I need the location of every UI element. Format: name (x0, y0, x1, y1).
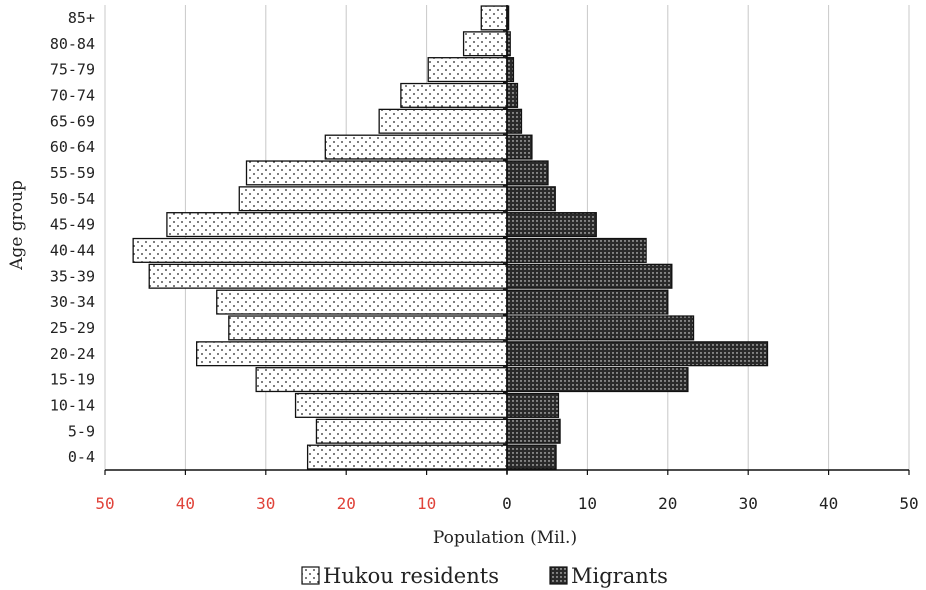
bar-migrants-40-44 (506, 237, 647, 263)
bar-migrants-70-74 (506, 82, 519, 108)
legend-hukou-label: Hukou residents (323, 564, 499, 588)
y-tick-label-35-39: 35-39 (50, 267, 95, 285)
bar-migrants-15-19 (506, 367, 689, 393)
bar-hukou-30-34 (216, 289, 508, 315)
bar-hukou-40-44 (132, 237, 508, 263)
legend-migrants-label: Migrants (571, 564, 668, 588)
y-tick-label-20-24: 20-24 (50, 345, 95, 363)
x-tick-label-7: 20 (658, 494, 677, 513)
x-axis-title: Population (Mil.) (433, 528, 577, 548)
axes (104, 5, 910, 475)
bar-hukou-45-49 (166, 212, 508, 238)
y-tick-label-50-54: 50-54 (50, 190, 95, 208)
bar-migrants-75-79 (506, 57, 515, 83)
bar-hukou-0-4 (306, 444, 508, 470)
bar-migrants-45-49 (506, 212, 597, 238)
x-tick-label-6: 10 (578, 494, 597, 513)
bar-migrants-30-34 (506, 289, 669, 315)
bar-migrants-35-39 (506, 263, 673, 289)
y-tick-label-0-4: 0-4 (68, 448, 95, 466)
bar-hukou-80-84 (462, 31, 508, 57)
bar-hukou-20-24 (196, 341, 508, 367)
bar-hukou-70-74 (400, 82, 508, 108)
bar-migrants-0-4 (506, 444, 557, 470)
y-tick-label-30-34: 30-34 (50, 293, 95, 311)
y-tick-label-25-29: 25-29 (50, 319, 95, 337)
bar-hukou-10-14 (294, 392, 508, 418)
bar-migrants-55-59 (506, 160, 549, 186)
x-tick-label-8: 30 (739, 494, 758, 513)
y-tick-label-55-59: 55-59 (50, 164, 95, 182)
y-tick-label-80-84: 80-84 (50, 35, 95, 53)
bar-migrants-60-64 (506, 134, 533, 160)
x-tick-label-5: 0 (502, 494, 512, 513)
bar-hukou-55-59 (245, 160, 508, 186)
y-tick-label-70-74: 70-74 (50, 86, 95, 104)
x-tick-label-9: 40 (819, 494, 838, 513)
y-tick-label-85plus: 85+ (68, 9, 95, 27)
x-tick-label-3: 20 (337, 494, 356, 513)
bar-migrants-5-9 (506, 418, 561, 444)
y-tick-label-75-79: 75-79 (50, 61, 95, 79)
bar-hukou-75-79 (427, 57, 508, 83)
y-axis-title: Age group (7, 180, 27, 271)
bars (132, 5, 769, 470)
bar-hukou-65-69 (378, 108, 508, 134)
x-tick-label-4: 10 (417, 494, 436, 513)
tick-labels: 50 40 30 20 10 0 10 20 30 40 50 0-4 5-9 10-14 15-19 20-… (50, 9, 919, 513)
bar-hukou-5-9 (315, 418, 508, 444)
y-tick-label-60-64: 60-64 (50, 138, 95, 156)
bar-hukou-60-64 (324, 134, 508, 160)
x-tick-label-2: 30 (256, 494, 275, 513)
x-tick-label-10: 50 (899, 494, 918, 513)
legend-migrants-swatch (549, 566, 568, 585)
bar-hukou-85plus (480, 5, 508, 31)
y-tick-label-15-19: 15-19 (50, 371, 95, 389)
y-tick-label-45-49: 45-49 (50, 216, 95, 234)
x-tick-label-0: 50 (95, 494, 114, 513)
legend: Hukou residents Migrants (301, 564, 668, 588)
bar-hukou-25-29 (228, 315, 508, 341)
gridlines (104, 5, 910, 470)
y-tick-label-40-44: 40-44 (50, 241, 95, 259)
y-tick-label-10-14: 10-14 (50, 396, 95, 414)
bar-hukou-50-54 (238, 186, 508, 212)
bar-migrants-50-54 (506, 186, 556, 212)
bar-hukou-15-19 (255, 367, 508, 393)
bar-migrants-65-69 (506, 108, 523, 134)
bar-migrants-20-24 (506, 341, 769, 367)
y-tick-label-65-69: 65-69 (50, 112, 95, 130)
bar-migrants-10-14 (506, 392, 560, 418)
bar-hukou-35-39 (148, 263, 508, 289)
y-tick-label-5-9: 5-9 (68, 422, 95, 440)
x-tick-label-1: 40 (176, 494, 195, 513)
bar-migrants-25-29 (506, 315, 695, 341)
legend-hukou-swatch (301, 566, 320, 585)
